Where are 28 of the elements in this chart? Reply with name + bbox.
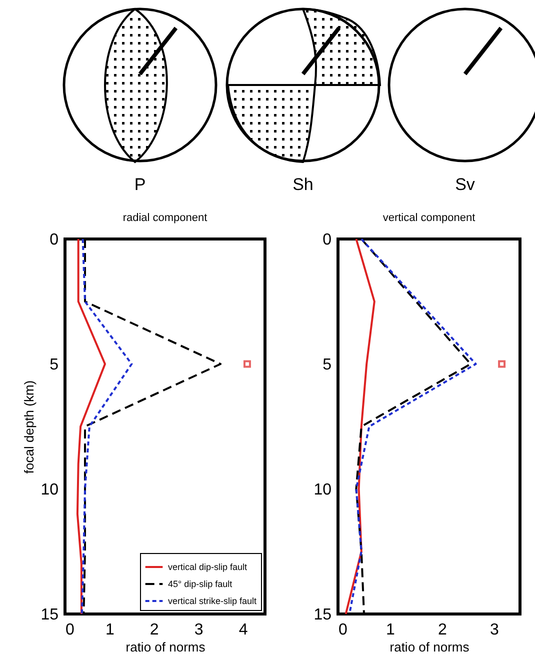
y-tick-label: 15 [314, 606, 332, 624]
text: Sv [455, 175, 476, 194]
y-tick-label: 5 [50, 356, 59, 374]
text: P [134, 175, 146, 194]
x-tick-label: 3 [490, 622, 500, 638]
chart-title: radial component [122, 212, 208, 224]
x-tick-label: 0 [338, 622, 348, 638]
legend-label: vertical strike-slip fault [168, 596, 258, 606]
y-tick-label: 15 [40, 606, 59, 624]
y-tick-label: 10 [314, 482, 332, 498]
chart-title: vertical component [382, 212, 476, 224]
y-tick-label: 0 [50, 232, 59, 248]
text: Sh [292, 175, 314, 194]
legend-label: 45° dip-slip fault [168, 579, 233, 589]
x-tick-label: 3 [194, 622, 204, 638]
y-tick-label: 10 [40, 482, 59, 498]
x-tick-label: 1 [386, 622, 396, 638]
y-tick-label: 0 [322, 232, 332, 248]
x-axis-title: ratio of norms [390, 640, 470, 654]
legend-label: vertical dip-slip fault [168, 562, 248, 572]
x-tick-label: 2 [150, 622, 159, 638]
y-tick-label: 5 [322, 356, 332, 374]
x-tick-label: 0 [66, 622, 74, 638]
y-axis-title: focal depth (km) [22, 380, 37, 474]
x-axis-title: ratio of norms [126, 640, 206, 654]
x-tick-label: 2 [438, 622, 448, 638]
x-tick-label: 4 [238, 622, 248, 638]
x-tick-label: 1 [105, 622, 114, 638]
